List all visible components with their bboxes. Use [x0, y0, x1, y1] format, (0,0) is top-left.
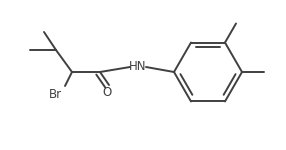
Text: O: O — [102, 87, 112, 99]
Text: HN: HN — [129, 60, 147, 74]
Text: Br: Br — [48, 87, 61, 100]
